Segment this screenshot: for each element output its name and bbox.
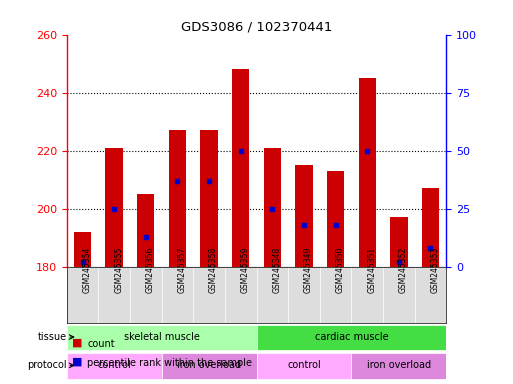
Bar	[256, 325, 446, 350]
Text: iron overload: iron overload	[177, 361, 241, 371]
Text: GSM245351: GSM245351	[367, 247, 376, 293]
Bar	[422, 188, 439, 266]
Text: GSM245352: GSM245352	[399, 247, 408, 293]
Bar	[67, 353, 162, 379]
Text: iron overload: iron overload	[367, 361, 431, 371]
Text: GSM245357: GSM245357	[177, 246, 186, 293]
Text: GSM245356: GSM245356	[146, 246, 155, 293]
Bar	[137, 194, 154, 266]
Text: GSM245348: GSM245348	[272, 247, 281, 293]
Bar	[327, 171, 344, 266]
Bar	[201, 130, 218, 266]
Bar	[390, 217, 407, 266]
Bar	[351, 353, 446, 379]
Text: percentile rank within the sample: percentile rank within the sample	[87, 358, 252, 368]
Text: skeletal muscle: skeletal muscle	[124, 332, 200, 342]
Text: GSM245349: GSM245349	[304, 246, 313, 293]
Text: count: count	[87, 339, 115, 349]
Bar	[232, 70, 249, 266]
Text: control: control	[287, 361, 321, 371]
Text: GSM245350: GSM245350	[336, 246, 345, 293]
Bar	[67, 325, 256, 350]
Text: cardiac muscle: cardiac muscle	[314, 332, 388, 342]
Bar	[74, 232, 91, 266]
Text: control: control	[97, 361, 131, 371]
Text: GSM245355: GSM245355	[114, 246, 123, 293]
Text: tissue: tissue	[37, 332, 67, 342]
Text: GSM245353: GSM245353	[430, 246, 440, 293]
Bar	[264, 148, 281, 266]
Bar	[162, 353, 256, 379]
Text: ■: ■	[72, 338, 82, 348]
Text: GSM245359: GSM245359	[241, 246, 250, 293]
Bar	[359, 78, 376, 266]
Text: protocol: protocol	[27, 361, 67, 371]
Bar	[106, 148, 123, 266]
Bar	[256, 353, 351, 379]
Text: GSM245354: GSM245354	[83, 246, 91, 293]
Text: ■: ■	[72, 357, 82, 367]
Text: GSM245358: GSM245358	[209, 247, 218, 293]
Bar	[169, 130, 186, 266]
Title: GDS3086 / 102370441: GDS3086 / 102370441	[181, 20, 332, 33]
Bar	[295, 165, 312, 266]
